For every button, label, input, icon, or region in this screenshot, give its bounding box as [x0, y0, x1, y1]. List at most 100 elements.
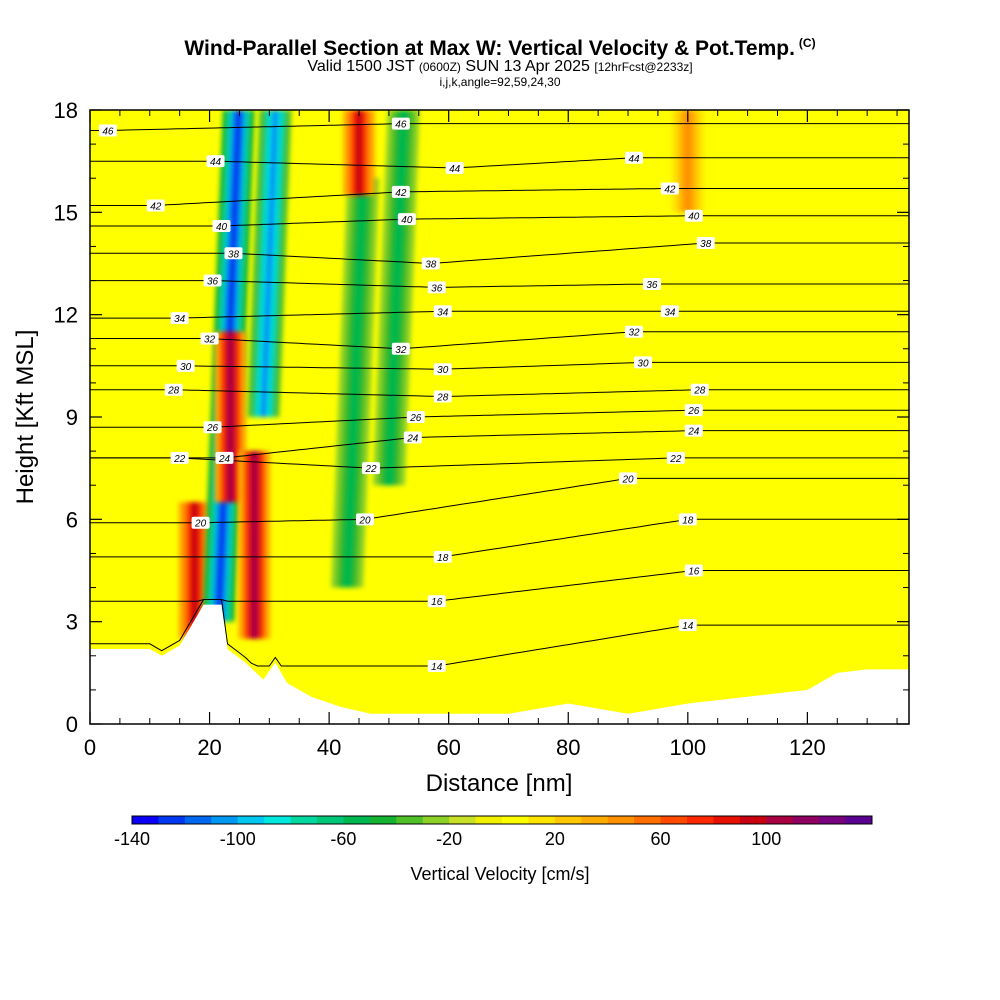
contour-label: 36 [431, 283, 443, 294]
contour-label-bg [391, 117, 410, 130]
x-tick-label: 0 [84, 735, 96, 760]
contour-label-bg [427, 595, 446, 608]
contour-label: 18 [682, 515, 694, 526]
contour-label: 26 [206, 423, 219, 434]
contour-label-bg [200, 332, 219, 345]
contour-label: 34 [437, 307, 449, 318]
contour-label: 24 [218, 454, 231, 465]
contour-label: 26 [687, 406, 700, 417]
contour-label: 40 [216, 222, 228, 233]
copyright-mark: (C) [798, 36, 816, 50]
colorbar-swatch [634, 816, 662, 824]
contour-label-bg [421, 257, 440, 270]
x-tick-label: 20 [197, 735, 221, 760]
velocity-band-4 [247, 110, 292, 417]
contour-label-bg [678, 619, 697, 632]
axes: Distance [nm] Height [Kft MSL] 0 20 40 60 80… [12, 98, 909, 797]
y-tick-label: 15 [54, 200, 78, 225]
contour-label: 38 [425, 260, 437, 271]
colorbar-swatch [132, 816, 159, 824]
colorbar-swatch [237, 816, 265, 824]
velocity-band-core [355, 110, 363, 196]
contour-label-bg [660, 182, 679, 195]
contour-label: 24 [687, 427, 700, 438]
contour-label: 22 [364, 464, 377, 475]
colorbar-swatch [211, 816, 239, 824]
contour-label: 46 [395, 120, 407, 131]
contour-labels: 14 14 16 16 18 18 20 20 20 22 22 22 24 24 24 26 26 26 28 28… [98, 117, 715, 673]
contour-label-bg [433, 363, 452, 376]
contour-label-bg [678, 513, 697, 526]
contour-label-bg [203, 274, 222, 287]
contour-label: 34 [664, 307, 676, 318]
isentrope-18 [90, 518, 909, 558]
isentrope-46 [90, 123, 909, 131]
isentrope-34 [90, 310, 909, 319]
colorbar-swatch [369, 816, 397, 824]
colorbar-swatch [687, 816, 714, 824]
valid-utc: (0600Z) [418, 60, 461, 74]
contour-label-bg [176, 359, 195, 372]
contour-label-bg [690, 383, 709, 396]
isentrope-14 [90, 599, 909, 667]
contour-label-bg [224, 247, 243, 260]
contour-label-bg [619, 472, 638, 485]
velocity-band-core [191, 502, 199, 639]
velocity-band-core [259, 110, 279, 417]
contour-label: 30 [437, 365, 449, 376]
isentrope-36 [90, 280, 909, 288]
contour-label: 44 [628, 154, 640, 165]
velocity-band-core [385, 110, 408, 486]
contour-label: 24 [406, 433, 419, 444]
colorbar-swatch [264, 816, 292, 824]
contour-label-bg [696, 237, 715, 250]
contour-label: 28 [167, 386, 180, 397]
contour-label-bg [391, 185, 410, 198]
contour-label-bg [625, 325, 644, 338]
chart-title-text: Wind-Parallel Section at Max W: Vertical… [184, 37, 795, 60]
colorbar-swatch [554, 816, 582, 824]
isentrope-32 [90, 331, 909, 350]
isentrope-42 [90, 188, 909, 206]
contour-label: 42 [150, 202, 162, 213]
contour-label: 42 [664, 184, 676, 195]
y-tick-label: 12 [54, 303, 78, 328]
contour-label: 28 [436, 393, 449, 404]
colorbar-swatch [660, 816, 688, 824]
colorbar-swatch [739, 816, 767, 824]
contour-label: 36 [207, 277, 219, 288]
contour-label: 30 [180, 362, 192, 373]
colorbar-tick-label: 20 [545, 829, 565, 849]
contour-label: 20 [621, 474, 634, 485]
y-tick-label: 9 [66, 405, 78, 430]
colorbar-swatch [607, 816, 635, 824]
colorbar-swatch [396, 816, 424, 824]
contour-label-bg [684, 209, 703, 222]
isentrope-16 [90, 570, 909, 602]
colorbar-tick-label: -140 [114, 829, 150, 849]
contour-label-bg [361, 462, 380, 475]
chart-subtitle: Valid 1500 JST (0600Z) SUN 13 Apr 2025 [… [0, 58, 1000, 76]
contour-label-bg [433, 390, 452, 403]
velocity-band-6 [343, 110, 376, 196]
contour-label: 22 [669, 454, 682, 465]
contour-label-bg [391, 342, 410, 355]
colorbar-swatch [502, 816, 529, 824]
colorbar-swatch [766, 816, 794, 824]
contour-label: 32 [395, 345, 407, 356]
contour-label-bg [445, 161, 464, 174]
terrain-mask [90, 604, 909, 724]
contour-label: 34 [174, 314, 186, 325]
contour-label: 44 [449, 164, 461, 175]
contour-label-bg [403, 431, 422, 444]
x-tick-label: 60 [436, 735, 460, 760]
x-tick-label: 40 [317, 735, 341, 760]
y-tick-label: 18 [54, 98, 78, 123]
y-tick-label: 6 [66, 507, 78, 532]
chart-title: Wind-Parallel Section at Max W: Vertical… [0, 36, 1000, 61]
contour-label: 26 [409, 413, 422, 424]
colorbar-swatch [184, 816, 212, 824]
contour-label-bg [164, 383, 183, 396]
colorbar-swatch [581, 816, 609, 824]
contour-label-bg [203, 421, 222, 434]
